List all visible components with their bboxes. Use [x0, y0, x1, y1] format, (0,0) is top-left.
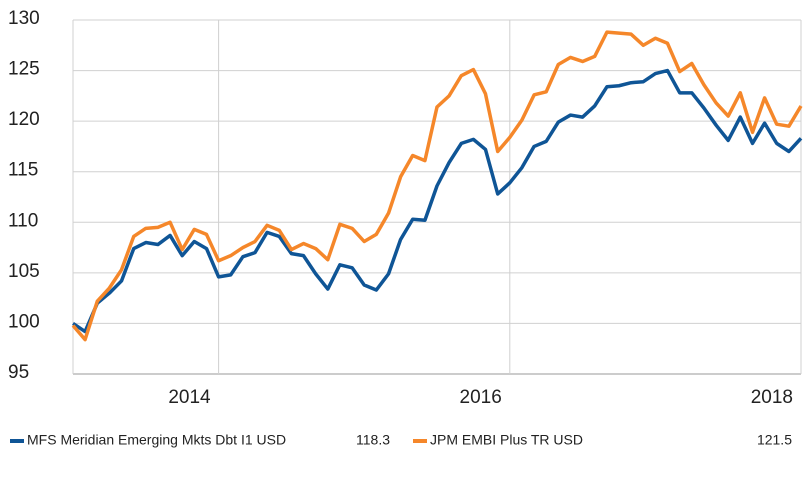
y-tick-label: 120: [8, 109, 40, 130]
y-tick-label: 125: [8, 59, 40, 80]
legend-label: JPM EMBI Plus TR USD: [430, 432, 583, 448]
legend-value: 118.3: [356, 432, 390, 448]
series-line: [72, 68, 803, 334]
y-tick-label: 95: [8, 362, 29, 383]
x-tick-label: 2018: [751, 387, 793, 408]
y-tick-label: 100: [8, 311, 40, 332]
y-tick-label: 110: [8, 210, 38, 231]
legend-label: MFS Meridian Emerging Mkts Dbt I1 USD: [27, 432, 286, 448]
x-tick-label: 2016: [460, 387, 502, 408]
y-tick-label: 130: [8, 8, 40, 29]
y-tick-label: 105: [8, 261, 40, 282]
x-tick-label: 2014: [168, 387, 211, 408]
series-line: [71, 30, 803, 342]
y-tick-label: 115: [8, 160, 38, 181]
legend-value: 121.5: [757, 432, 792, 448]
